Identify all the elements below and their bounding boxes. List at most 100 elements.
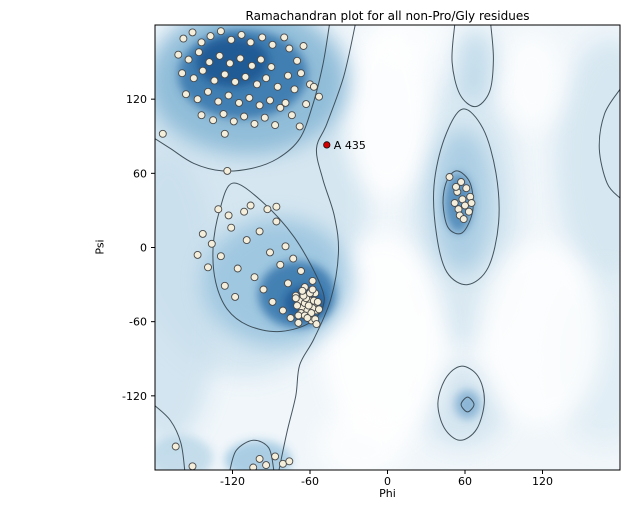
- residue-point: [240, 207, 249, 216]
- residue-point: [194, 48, 203, 57]
- residue-point: [309, 82, 318, 91]
- residue-point: [278, 306, 287, 315]
- residue-point: [188, 28, 197, 37]
- residue-point: [302, 100, 311, 109]
- residue-point: [271, 452, 280, 461]
- residue-point: [271, 121, 280, 130]
- plot-title: Ramachandran plot for all non-Pro/Gly re…: [245, 9, 530, 23]
- residue-point: [207, 239, 216, 248]
- residue-point: [315, 305, 323, 314]
- x-tick-label: 0: [384, 475, 391, 488]
- density-contour: [451, 25, 494, 108]
- residue-point: [268, 297, 277, 306]
- y-tick-label: 0: [140, 242, 147, 255]
- residue-point: [224, 91, 233, 100]
- residue-point: [256, 55, 265, 64]
- residue-point: [268, 40, 277, 49]
- residue-point: [174, 50, 183, 59]
- residue-point: [293, 56, 302, 65]
- residue-point: [284, 279, 292, 288]
- residue-point: [214, 97, 223, 106]
- highlight-layer: A 435: [323, 139, 366, 152]
- residue-point: [224, 211, 233, 220]
- residue-point: [245, 93, 254, 102]
- residue-point: [216, 252, 225, 261]
- x-tick-label: 60: [458, 475, 472, 488]
- residue-point: [197, 111, 206, 120]
- y-tick-label: -120: [122, 390, 147, 403]
- residue-annotation-label: A 435: [334, 139, 366, 152]
- residue-point: [241, 72, 250, 81]
- residue-point: [197, 38, 206, 47]
- residue-point: [281, 242, 290, 251]
- residue-point: [227, 223, 236, 232]
- residue-point: [285, 457, 294, 466]
- residue-point: [276, 260, 285, 269]
- residue-point: [182, 90, 190, 99]
- residue-point: [255, 454, 264, 463]
- residue-point: [171, 442, 180, 451]
- residue-point: [184, 55, 193, 64]
- residue-point: [198, 66, 207, 75]
- residue-point: [297, 69, 305, 78]
- residue-point: [303, 314, 312, 322]
- residue-point: [189, 74, 198, 83]
- residue-point: [214, 205, 223, 214]
- residue-point: [260, 113, 269, 122]
- residue-point: [193, 250, 202, 259]
- residue-point: [249, 463, 258, 470]
- highlighted-residue-point: [323, 141, 331, 149]
- residue-point: [452, 182, 460, 191]
- residue-point: [459, 215, 468, 224]
- residue-point: [215, 51, 224, 60]
- x-tick-label: 120: [532, 475, 553, 488]
- residue-point: [246, 38, 255, 47]
- residue-point: [267, 63, 276, 71]
- residue-point: [210, 76, 219, 85]
- residue-point: [284, 71, 292, 80]
- residue-point: [179, 34, 188, 43]
- residue-point: [315, 92, 323, 101]
- residue-point: [445, 173, 454, 181]
- scatter-layer: [158, 27, 476, 470]
- residue-point: [255, 101, 264, 110]
- residue-point: [294, 318, 303, 327]
- residue-point: [312, 320, 321, 329]
- residue-point: [229, 117, 238, 126]
- density-layer: [155, 25, 620, 470]
- x-axis-label: Phi: [379, 487, 396, 500]
- density-contour: [460, 396, 475, 413]
- residue-point: [193, 95, 202, 104]
- residue-point: [308, 285, 317, 294]
- residue-point: [273, 82, 282, 91]
- residue-point: [281, 98, 290, 107]
- residue-point: [278, 459, 287, 468]
- residue-point: [216, 27, 225, 36]
- residue-point: [272, 217, 281, 226]
- density-contour: [442, 170, 474, 235]
- density-contour: [155, 405, 186, 470]
- residue-point: [240, 112, 249, 121]
- y-tick-label: -60: [129, 316, 147, 329]
- residue-point: [178, 69, 187, 78]
- y-tick-label: 120: [126, 93, 147, 106]
- residue-point: [285, 44, 294, 53]
- residue-point: [259, 285, 268, 294]
- residue-point: [219, 110, 228, 118]
- residue-point: [233, 264, 242, 273]
- residue-point: [220, 70, 229, 79]
- residue-point: [290, 85, 299, 94]
- residue-point: [263, 205, 272, 214]
- residue-point: [308, 276, 317, 285]
- density-contour: [155, 25, 330, 172]
- density-contour: [437, 365, 485, 441]
- residue-point: [242, 236, 251, 245]
- residue-point: [461, 201, 469, 210]
- residue-point: [231, 77, 240, 86]
- residue-point: [246, 201, 255, 210]
- residue-point: [287, 111, 296, 120]
- residue-point: [313, 297, 322, 306]
- density-contour: [433, 108, 500, 286]
